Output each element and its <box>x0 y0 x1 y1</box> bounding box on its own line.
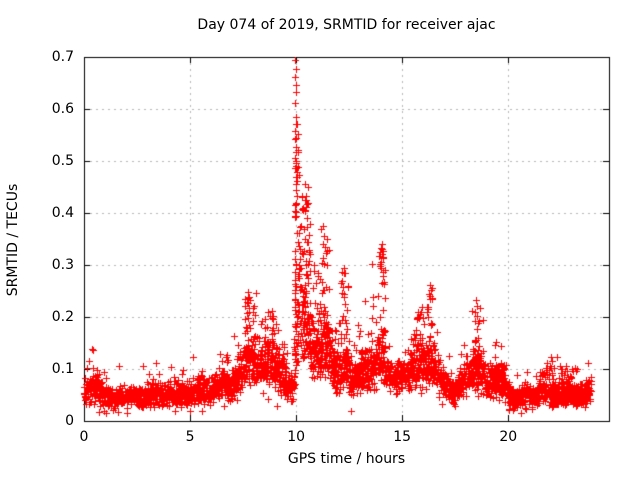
y-tick-label: 0.4 <box>51 205 74 221</box>
x-tick-label: 5 <box>185 429 195 445</box>
y-tick-label: 0 <box>65 413 74 429</box>
x-axis-title: GPS time / hours <box>287 451 406 467</box>
x-tick-label: 10 <box>287 429 306 445</box>
y-tick-label: 0.1 <box>51 361 74 377</box>
y-tick-label: 0.3 <box>51 257 74 273</box>
y-tick-label: 0.5 <box>51 153 74 169</box>
x-tick-label: 15 <box>393 429 412 445</box>
y-tick-label: 0.7 <box>51 49 74 65</box>
y-tick-label: 0.2 <box>51 309 74 325</box>
chart-title: Day 074 of 2019, SRMTID for receiver aja… <box>197 17 496 33</box>
x-tick-label: 20 <box>499 429 518 445</box>
x-tick-label: 0 <box>79 429 89 445</box>
y-tick-label: 0.6 <box>51 101 74 117</box>
